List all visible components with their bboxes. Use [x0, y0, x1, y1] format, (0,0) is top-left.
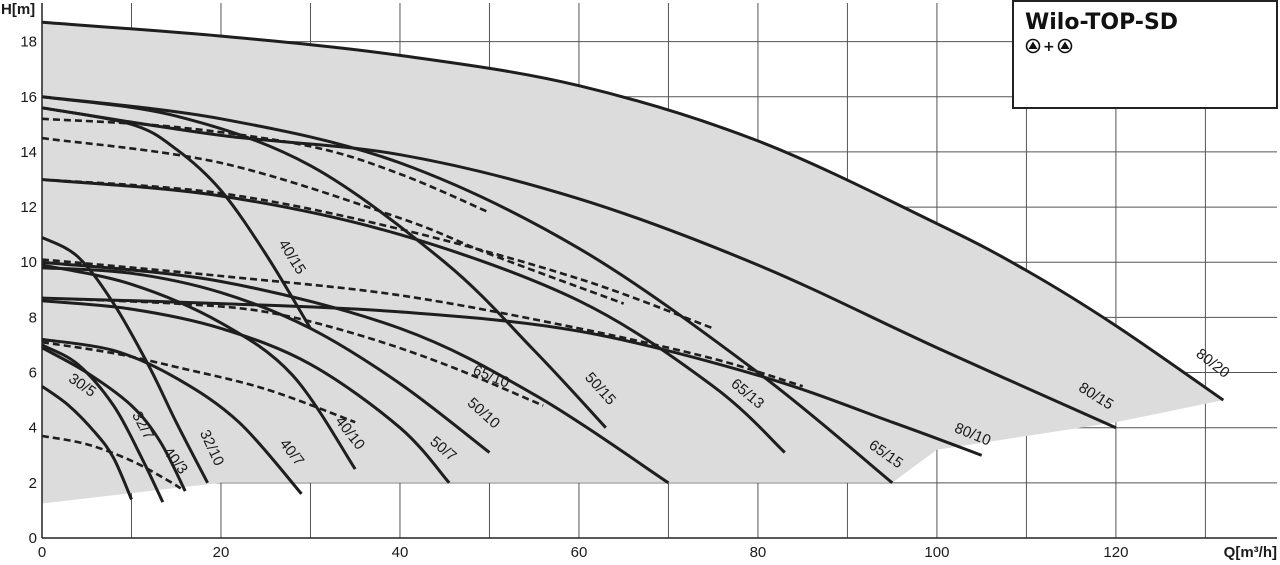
legend-box: Wilo-TOP-SD + — [1012, 0, 1278, 109]
pump-curves — [41, 20, 1225, 503]
curve-32-10 — [41, 236, 209, 484]
curve-32-7 — [41, 343, 165, 503]
axis-ticks: 0 20 40 60 80 100 120 0 2 4 6 8 10 12 14 16 18 — [20, 34, 1128, 561]
x-tick-label: 120 — [1103, 544, 1128, 561]
plus-sign: + — [1043, 39, 1055, 55]
curve-80-15 — [41, 106, 1117, 430]
y-axis-title: H[m] — [1, 1, 35, 18]
x-tick-label: 100 — [924, 544, 949, 561]
curve-40-10 — [41, 263, 357, 470]
x-tick-label: 20 — [213, 544, 230, 561]
y-tick-label: 8 — [29, 309, 37, 326]
y-tick-label: 4 — [29, 420, 37, 437]
twin-pump-symbol: + — [1025, 38, 1073, 55]
pump-triangle-icon — [1028, 41, 1038, 49]
curve-40-7 — [41, 337, 303, 495]
y-tick-label: 10 — [20, 254, 37, 271]
legend-frame — [1012, 0, 1278, 109]
curve-50-15-dashed — [41, 136, 625, 305]
y-tick-label: 6 — [29, 365, 37, 382]
curve-40-7-dashed — [41, 340, 356, 424]
curve-30-5-dashed — [41, 434, 182, 490]
pump-icon — [1057, 38, 1073, 54]
y-tick-label: 16 — [20, 89, 37, 106]
y-tick-label: 0 — [29, 530, 37, 547]
curve-label-80-20: 80/20 — [1193, 345, 1233, 382]
curve-65-10-dashed — [41, 258, 804, 388]
curve-65-10 — [41, 260, 670, 485]
x-tick-label: 80 — [750, 544, 767, 561]
curve-80-10 — [41, 296, 983, 457]
legend-title: Wilo-TOP-SD — [1025, 10, 1178, 35]
y-tick-label: 18 — [20, 34, 37, 51]
curve-80-20 — [41, 20, 1225, 402]
curve-65-15 — [41, 95, 894, 484]
curve-40-3 — [41, 346, 187, 492]
curve-40-15-dashed — [41, 117, 491, 214]
curve-30-5 — [41, 385, 133, 500]
x-axis-title: Q[m³/h] — [1224, 544, 1277, 561]
x-tick-label: 60 — [571, 544, 588, 561]
curve-50-15 — [41, 95, 607, 429]
pump-triangle-icon — [1060, 41, 1070, 49]
x-tick-label: 40 — [392, 544, 409, 561]
curve-65-13 — [41, 178, 786, 454]
x-tick-label: 0 — [38, 544, 46, 561]
y-tick-label: 14 — [20, 144, 37, 161]
curve-65-13-dashed — [41, 178, 714, 330]
curve-50-7 — [41, 299, 451, 484]
curve-50-10 — [41, 266, 491, 454]
y-tick-label: 2 — [29, 475, 37, 492]
pump-icon — [1025, 38, 1041, 54]
y-tick-label: 12 — [20, 199, 37, 216]
